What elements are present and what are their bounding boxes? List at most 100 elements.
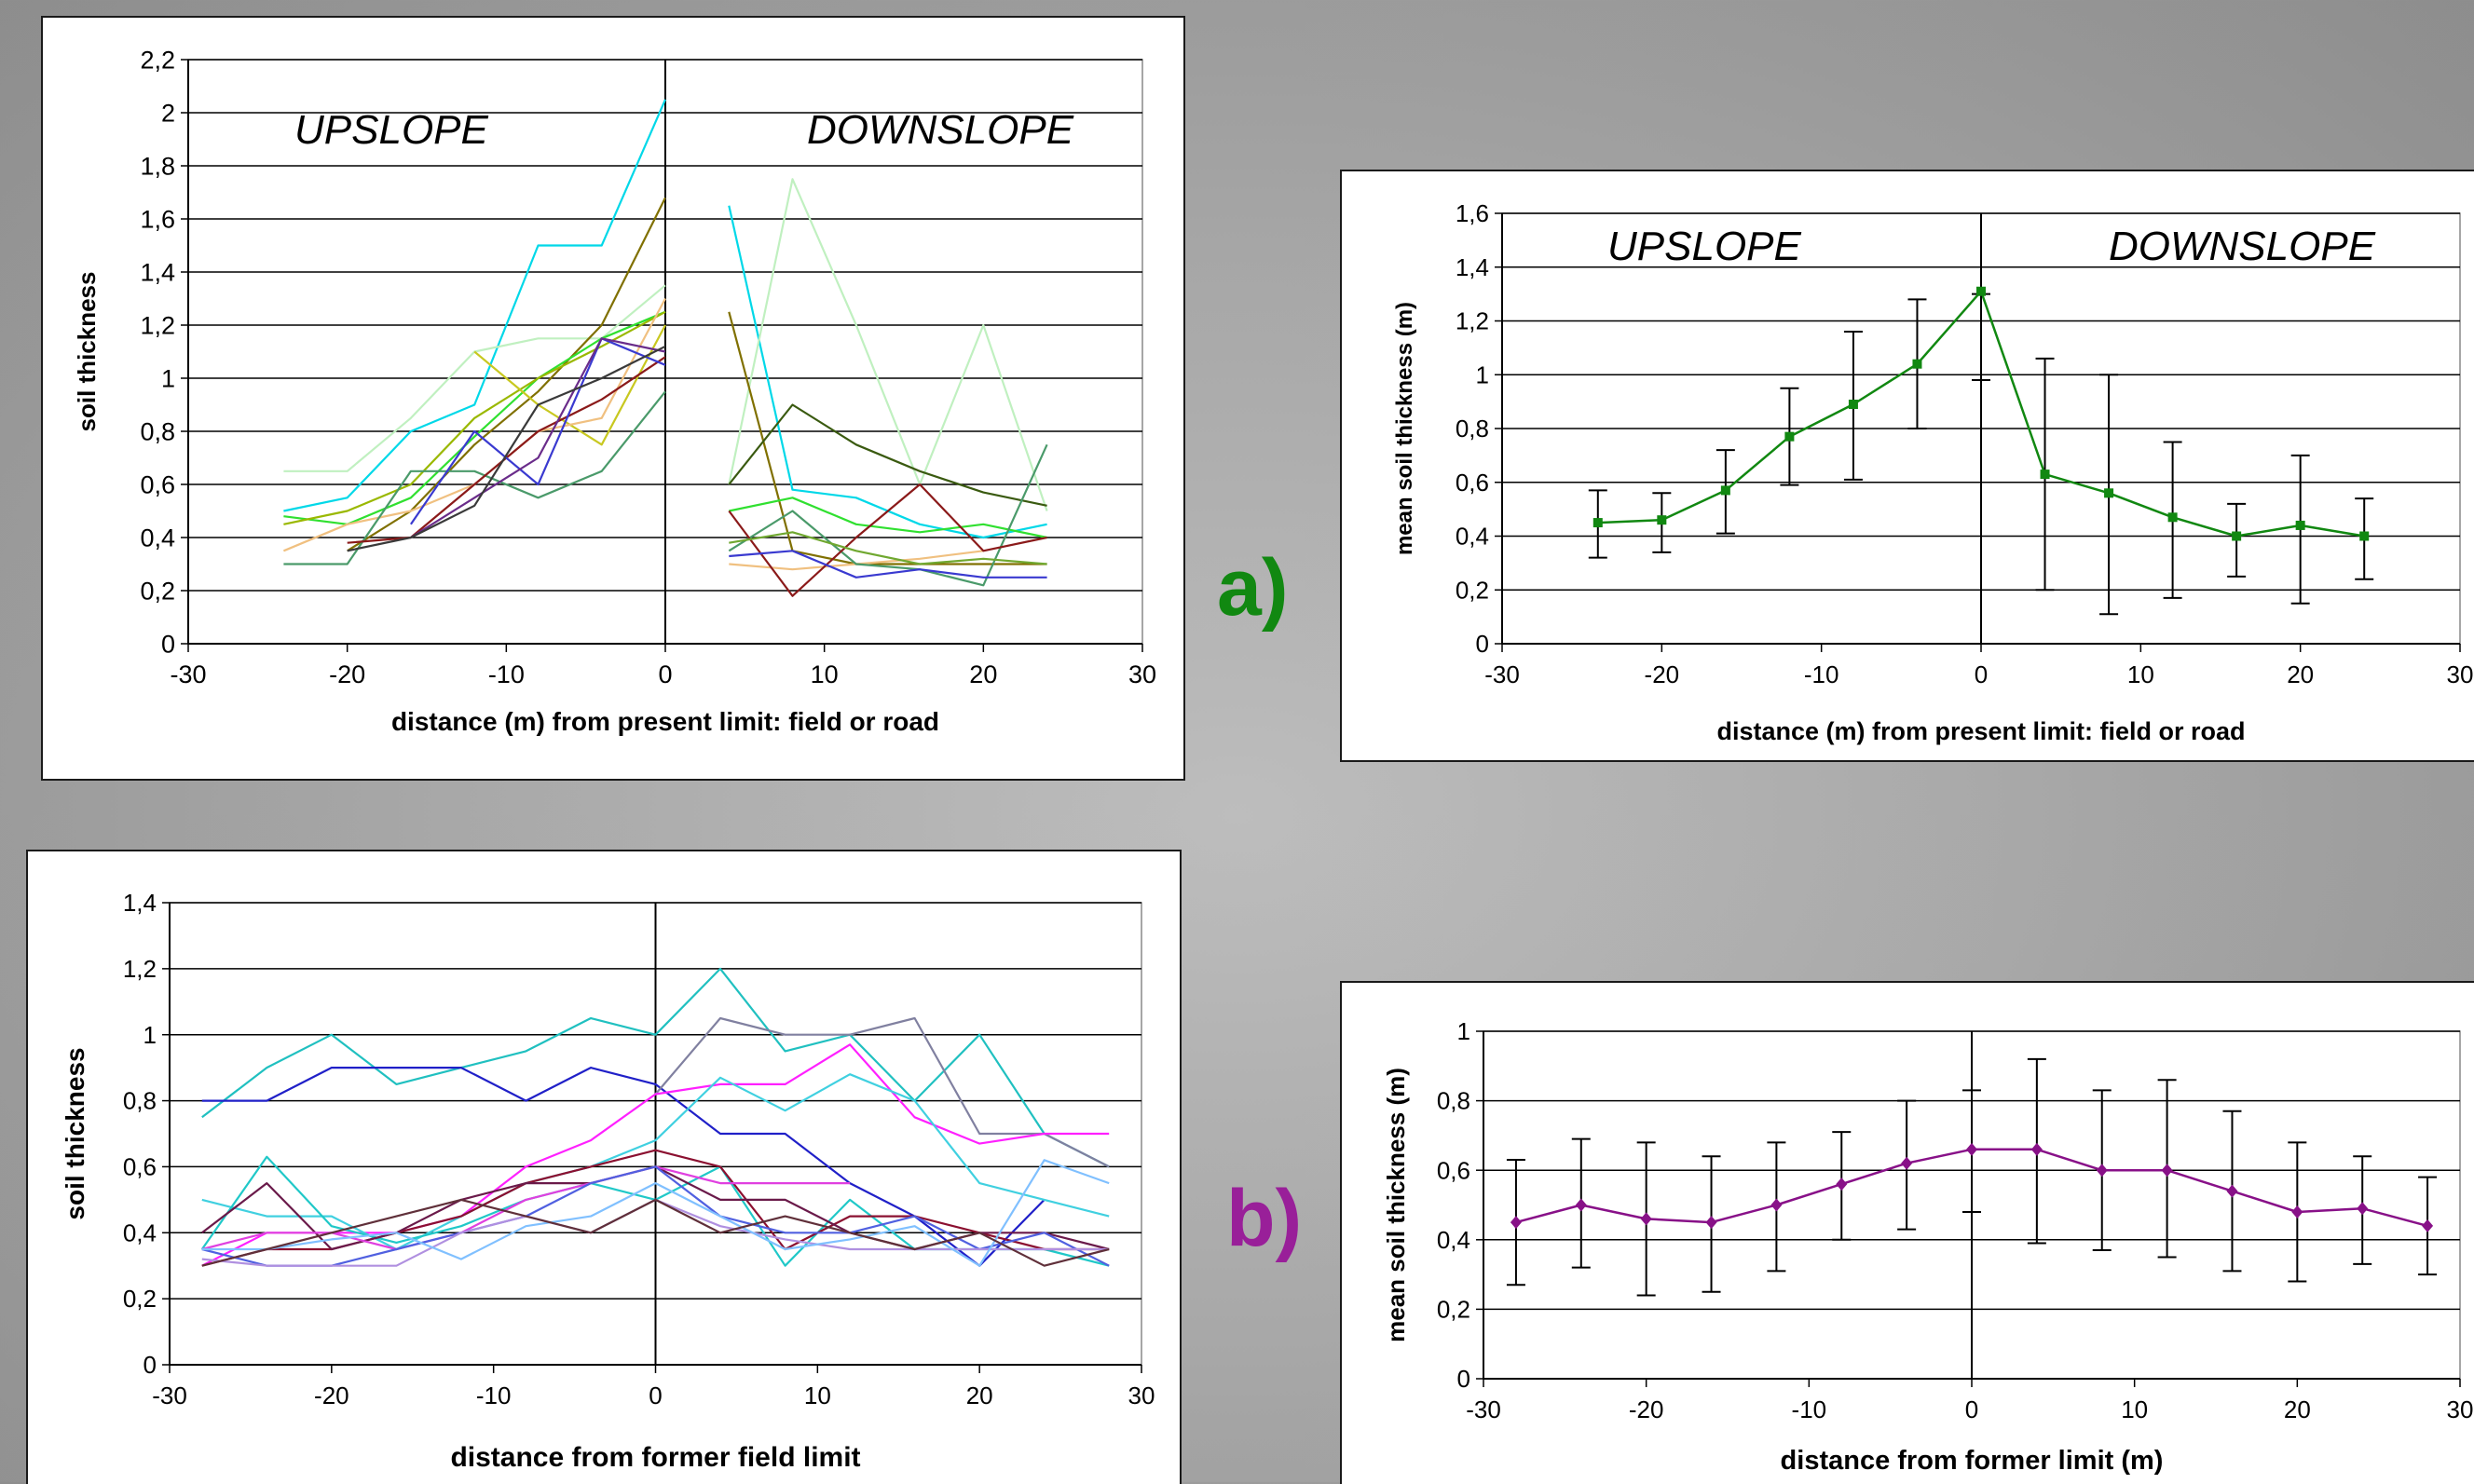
x-tick-label: 30	[2447, 660, 2474, 688]
series-line-4	[283, 310, 666, 525]
x-tick-label: -30	[1466, 1396, 1501, 1423]
y-tick-label: 0,8	[1437, 1087, 1470, 1115]
data-point	[1836, 1178, 1848, 1191]
chart1-svg: 0 0,2 0,4 0,6 0,8 1 1,2 1,4 1,6 1,8 2 2,2 -30 -20 -10 0…	[73, 46, 1156, 736]
y-tick-label: 0,6	[1456, 469, 1489, 497]
data-point	[2226, 1184, 2238, 1198]
data-point	[2161, 1164, 2173, 1178]
data-point	[2295, 520, 2305, 530]
y-tick-label: 2	[161, 99, 175, 127]
x-tick-label: -20	[329, 660, 365, 688]
x-tick-label: 30	[2447, 1396, 2474, 1423]
x-tick-label: -20	[1645, 660, 1680, 688]
series-line-3	[729, 497, 1047, 539]
chart2-svg: 0 0,2 0,4 0,6 0,8 1 1,2 1,4 1,6 -30 -20 -10 0 10 20 30 d…	[1392, 199, 2474, 745]
data-point	[2232, 531, 2242, 541]
data-point	[1912, 359, 1922, 369]
x-axis-label: distance from former field limit	[450, 1442, 860, 1473]
y-tick-label: 1,4	[1456, 253, 1489, 281]
series-line-2	[728, 311, 1047, 565]
x-tick-label: 20	[969, 660, 997, 688]
data-point	[1720, 485, 1730, 496]
series-line-8	[283, 390, 666, 565]
x-axis-label: distance (m) from present limit: field o…	[391, 707, 939, 736]
data-point	[2167, 512, 2178, 523]
data-point	[2096, 1164, 2108, 1178]
y-tick-label: 1,4	[140, 258, 175, 286]
series-line-7	[728, 403, 1047, 507]
y-tick-label: 0,4	[1456, 523, 1489, 551]
x-tick-label: -10	[1804, 660, 1839, 688]
data-point	[2040, 470, 2050, 480]
x-tick-label: -20	[314, 1382, 349, 1409]
data-point	[1510, 1216, 1522, 1230]
data-point	[1848, 400, 1858, 410]
y-tick-label: 0,2	[140, 577, 175, 605]
series-line-13	[729, 531, 1047, 565]
data-point	[2030, 1142, 2043, 1156]
data-point	[2422, 1219, 2434, 1232]
y-tick-label: 0,6	[1437, 1156, 1470, 1184]
series-line-3	[201, 1043, 1110, 1267]
x-tick-label: 0	[1975, 660, 1988, 688]
x-tick-label: 10	[2127, 660, 2154, 688]
data-point	[2104, 488, 2114, 498]
y-axis-label: soil thickness	[61, 1047, 89, 1219]
y-tick-label: 0,6	[140, 470, 175, 498]
x-tick-label: 20	[966, 1382, 993, 1409]
chart-soil-thickness-present-limit: 0 0,2 0,4 0,6 0,8 1 1,2 1,4 1,6 1,8 2 2,2 -30 -20 -10 0…	[41, 16, 1185, 781]
series-line-0	[283, 99, 667, 512]
y-tick-label: 0	[1476, 630, 1489, 658]
series-line-0	[201, 967, 1110, 1168]
y-tick-label: 0,4	[123, 1219, 157, 1246]
x-tick-label: 30	[1128, 1382, 1155, 1409]
y-axis-label: mean soil thickness (m)	[1392, 302, 1417, 555]
y-tick-label: 0,8	[1456, 415, 1489, 442]
y-tick-label: 1,6	[140, 205, 175, 233]
series-line-12	[201, 1198, 1110, 1267]
chart-mean-soil-thickness-former-limit: 0 0,2 0,4 0,6 0,8 1 -30 -20 -10 0 10 20 30 distance f…	[1340, 981, 2474, 1484]
series-line-10	[409, 337, 666, 525]
y-tick-label: 0,6	[123, 1153, 157, 1181]
series-line-12	[347, 345, 666, 552]
x-axis-label: distance from former limit (m)	[1781, 1446, 2164, 1476]
y-tick-label: 1	[144, 1021, 157, 1049]
x-tick-label: -30	[1484, 660, 1520, 688]
x-axis-label: distance (m) from present limit: field o…	[1716, 717, 2245, 745]
data-point	[1784, 431, 1795, 442]
y-tick-label: 2,2	[140, 46, 175, 74]
series-line-9	[728, 483, 1047, 597]
x-tick-label: -30	[170, 660, 206, 688]
data-point	[1640, 1212, 1652, 1226]
annotation-downslope: DOWNSLOPE	[807, 107, 1074, 153]
y-tick-label: 1,8	[140, 152, 175, 180]
annotation-upslope: UPSLOPE	[1607, 224, 1802, 269]
y-tick-label: 1,6	[1456, 199, 1489, 227]
panel-label-b: b)	[1226, 1174, 1303, 1263]
y-tick-label: 1	[1457, 1017, 1470, 1045]
y-tick-label: 0	[1457, 1365, 1470, 1393]
series-line-11	[410, 337, 666, 538]
series-line-10	[729, 550, 1047, 579]
x-tick-label: 0	[658, 660, 672, 688]
y-tick-label: 0,2	[123, 1285, 157, 1313]
series-line-1	[201, 1067, 1046, 1267]
x-tick-label: 0	[1965, 1396, 1978, 1423]
x-tick-label: 20	[2287, 660, 2314, 688]
chart-mean-soil-thickness-present-limit: 0 0,2 0,4 0,6 0,8 1 1,2 1,4 1,6 -30 -20 -10 0 10 20 30 d…	[1340, 170, 2474, 762]
x-tick-label: -10	[476, 1382, 512, 1409]
x-tick-label: 30	[1128, 660, 1156, 688]
series-line-8	[201, 1165, 851, 1251]
data-point	[1770, 1198, 1783, 1212]
data-point	[2291, 1205, 2303, 1219]
x-tick-label: -20	[1629, 1396, 1664, 1423]
series-line-8	[728, 443, 1048, 587]
series-line-2	[347, 197, 666, 552]
y-tick-label: 0,2	[1437, 1296, 1470, 1324]
x-tick-label: 10	[804, 1382, 831, 1409]
data-point	[2359, 531, 2370, 541]
data-point	[2357, 1202, 2369, 1216]
y-tick-label: 1,4	[123, 889, 157, 917]
series-line-11	[201, 1159, 1110, 1267]
y-tick-label: 1	[1476, 361, 1489, 388]
